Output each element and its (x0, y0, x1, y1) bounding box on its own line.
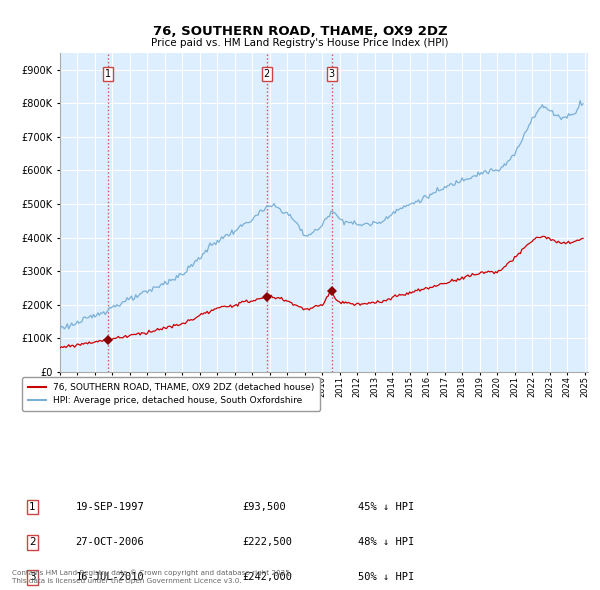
Text: 76, SOUTHERN ROAD, THAME, OX9 2DZ: 76, SOUTHERN ROAD, THAME, OX9 2DZ (152, 25, 448, 38)
Text: 48% ↓ HPI: 48% ↓ HPI (358, 537, 414, 547)
Text: 1: 1 (104, 69, 110, 79)
Text: £222,500: £222,500 (242, 537, 292, 547)
Text: 27-OCT-2006: 27-OCT-2006 (76, 537, 144, 547)
Text: 19-SEP-1997: 19-SEP-1997 (76, 502, 144, 512)
Text: 2: 2 (264, 69, 270, 79)
Text: Contains HM Land Registry data © Crown copyright and database right 2025.
This d: Contains HM Land Registry data © Crown c… (12, 569, 292, 584)
Text: 3: 3 (29, 572, 35, 582)
Text: £242,000: £242,000 (242, 572, 292, 582)
Legend: 76, SOUTHERN ROAD, THAME, OX9 2DZ (detached house), HPI: Average price, detached: 76, SOUTHERN ROAD, THAME, OX9 2DZ (detac… (22, 378, 320, 411)
Text: 2: 2 (29, 537, 35, 547)
Text: 16-JUL-2010: 16-JUL-2010 (76, 572, 144, 582)
Text: 50% ↓ HPI: 50% ↓ HPI (358, 572, 414, 582)
Text: Price paid vs. HM Land Registry's House Price Index (HPI): Price paid vs. HM Land Registry's House … (151, 38, 449, 48)
Text: 3: 3 (329, 69, 335, 79)
Text: £93,500: £93,500 (242, 502, 286, 512)
Text: 45% ↓ HPI: 45% ↓ HPI (358, 502, 414, 512)
Text: 1: 1 (29, 502, 35, 512)
